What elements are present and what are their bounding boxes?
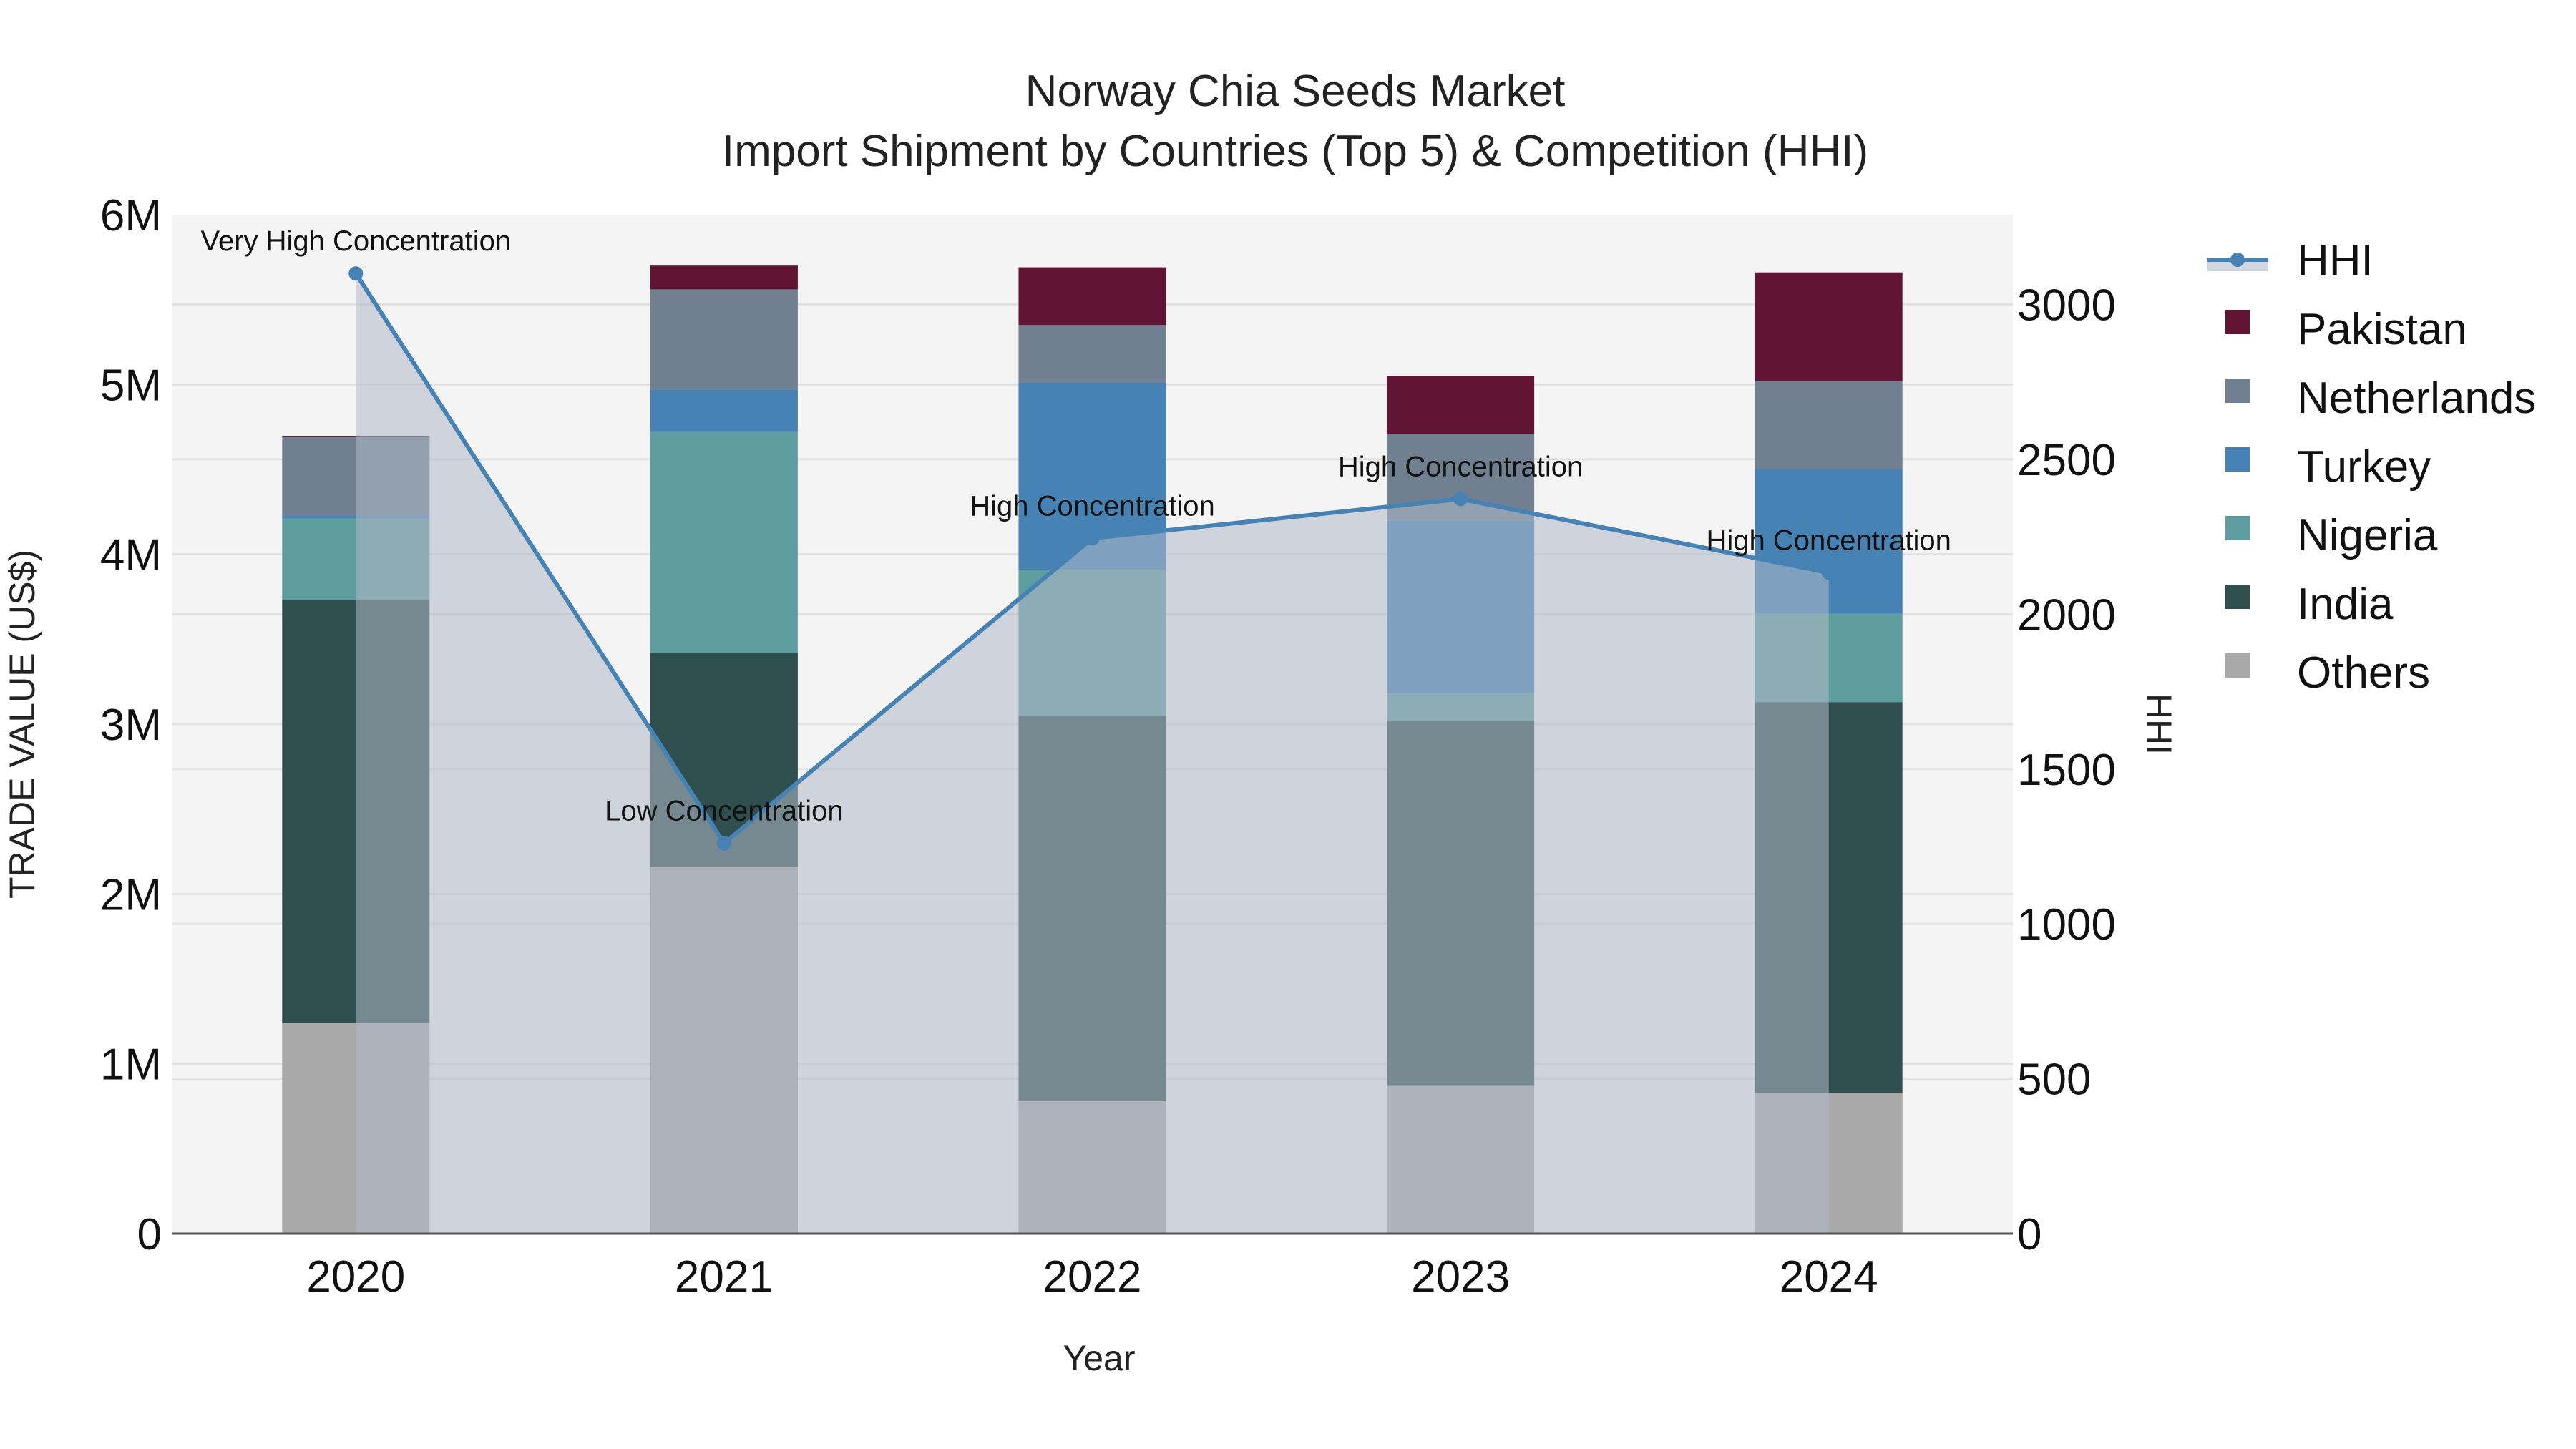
legend-label: Turkey — [2297, 442, 2431, 492]
bar-segment-pakistan-2021[interactable] — [650, 265, 798, 290]
y2-tick-label: 2500 — [2017, 436, 2116, 485]
x-tick-label: 2022 — [1043, 1252, 1142, 1302]
legend-label: India — [2297, 580, 2394, 629]
hhi-annotation-2021: Low Concentration — [605, 796, 844, 827]
legend-item-pakistan[interactable]: Pakistan — [2225, 305, 2467, 354]
legend-swatch-icon — [2225, 653, 2250, 678]
x-tick-label: 2020 — [306, 1252, 405, 1302]
y2-axis-title: HHI — [2139, 693, 2179, 755]
x-tick-label: 2024 — [1780, 1252, 1878, 1302]
bar-segment-pakistan-2023[interactable] — [1387, 376, 1535, 434]
hhi-series — [348, 266, 1836, 1234]
hhi-point-2020[interactable] — [348, 266, 364, 281]
legend-item-netherlands[interactable]: Netherlands — [2225, 374, 2536, 423]
legend-label: Netherlands — [2297, 374, 2536, 423]
legend-label: Pakistan — [2297, 305, 2467, 354]
y2-tick-label: 2000 — [2017, 590, 2116, 640]
hhi-annotations: Very High Concentration Low Concentration… — [201, 225, 1951, 826]
y2-tick-label: 0 — [2017, 1210, 2041, 1259]
hhi-annotation-2020: Very High Concentration — [201, 225, 512, 257]
legend-item-hhi[interactable]: HHI — [2207, 236, 2373, 286]
legend-item-others[interactable]: Others — [2225, 648, 2430, 698]
hhi-annotation-2024: High Concentration — [1706, 525, 1951, 556]
legend-item-nigeria[interactable]: Nigeria — [2225, 511, 2438, 560]
y2-axis-ticks: 0 500 1000 1500 2000 2500 3000 — [2017, 281, 2116, 1259]
hhi-point-2024[interactable] — [1821, 565, 1836, 580]
bar-segment-pakistan-2024[interactable] — [1755, 272, 1903, 381]
x-axis-ticks: 2020 2021 2022 2023 2024 — [306, 1252, 1878, 1302]
y-tick-label: 6M — [100, 191, 162, 240]
x-tick-label: 2023 — [1411, 1252, 1510, 1302]
legend: HHI Pakistan Netherlands Turkey Nigeria India… — [2207, 236, 2536, 698]
x-axis-title: Year — [1063, 1338, 1135, 1378]
hhi-annotation-2022: High Concentration — [970, 490, 1214, 522]
legend-swatch-icon — [2225, 379, 2250, 403]
legend-swatch-icon — [2225, 516, 2250, 540]
legend-label: Others — [2297, 648, 2430, 698]
hhi-annotation-2023: High Concentration — [1338, 451, 1583, 482]
legend-label: Nigeria — [2297, 511, 2438, 560]
x-tick-label: 2021 — [675, 1252, 774, 1302]
y-tick-label: 1M — [100, 1040, 162, 1090]
hhi-point-2022[interactable] — [1085, 531, 1100, 546]
y-tick-label: 2M — [100, 870, 162, 919]
legend-item-turkey[interactable]: Turkey — [2225, 442, 2431, 492]
y-axis-ticks: 0 1M 2M 3M 4M 5M 6M — [100, 191, 162, 1259]
y-tick-label: 3M — [100, 701, 162, 750]
legend-item-india[interactable]: India — [2225, 580, 2394, 629]
bar-segment-netherlands-2024[interactable] — [1755, 381, 1903, 469]
y-tick-label: 0 — [137, 1210, 162, 1259]
y-axis-title: TRADE VALUE (US$) — [2, 550, 42, 899]
hhi-point-2023[interactable] — [1453, 492, 1468, 507]
y2-tick-label: 500 — [2017, 1055, 2091, 1105]
chart-subtitle: Import Shipment by Countries (Top 5) & C… — [721, 127, 1869, 176]
y2-tick-label: 1000 — [2017, 900, 2116, 950]
bar-segment-netherlands-2022[interactable] — [1018, 325, 1166, 383]
y2-tick-label: 1500 — [2017, 746, 2116, 795]
bar-segment-netherlands-2021[interactable] — [650, 289, 798, 390]
legend-swatch-icon — [2225, 447, 2250, 472]
hhi-area — [356, 273, 1829, 1234]
bar-segment-pakistan-2022[interactable] — [1018, 267, 1166, 326]
hhi-point-2021[interactable] — [716, 836, 731, 851]
y-tick-label: 5M — [100, 361, 162, 410]
y2-tick-label: 3000 — [2017, 281, 2116, 331]
bar-segment-turkey-2021[interactable] — [650, 389, 798, 432]
legend-swatch-icon — [2225, 585, 2250, 609]
y-tick-label: 4M — [100, 531, 162, 580]
chart-title: Norway Chia Seeds Market — [1025, 67, 1566, 116]
legend-marker-icon — [2230, 253, 2245, 267]
legend-label: HHI — [2297, 236, 2373, 286]
bar-segment-nigeria-2021[interactable] — [650, 431, 798, 653]
legend-swatch-icon — [2225, 310, 2250, 334]
